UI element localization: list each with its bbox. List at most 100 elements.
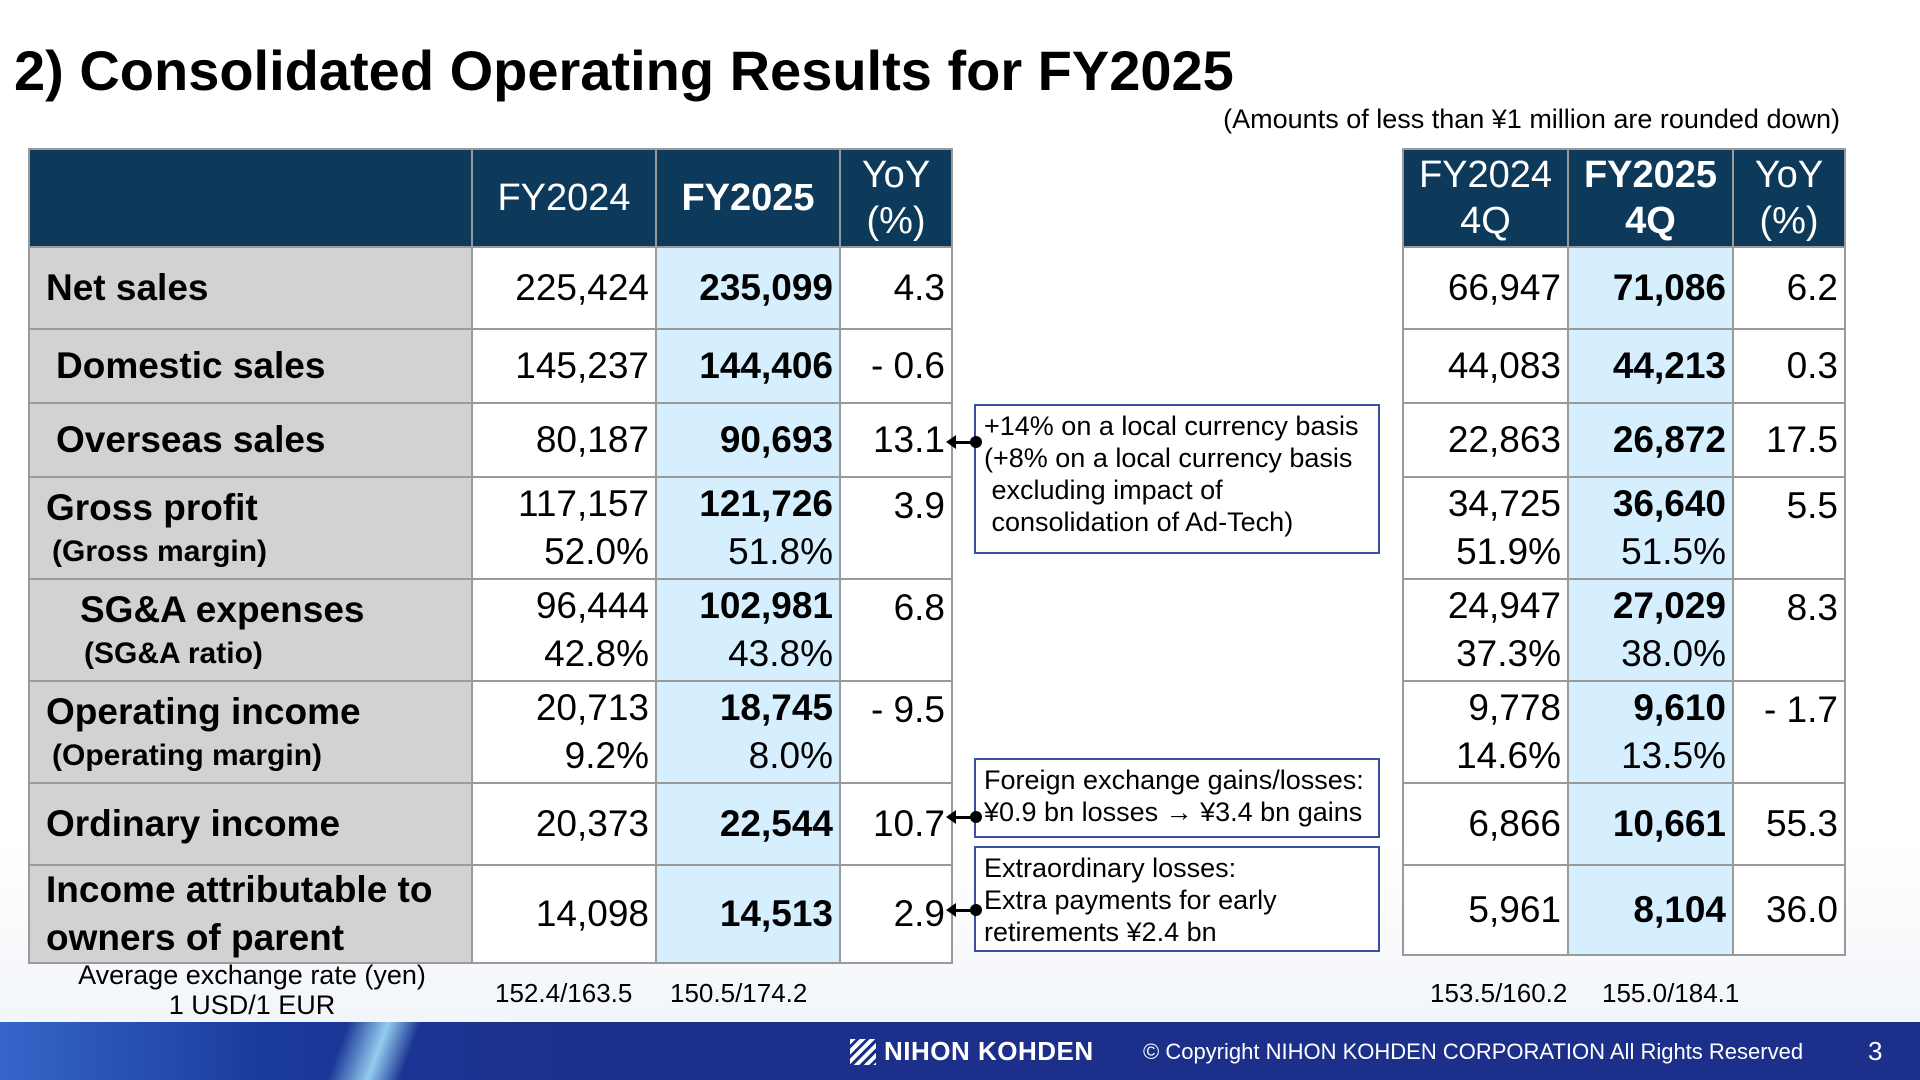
callout-extraordinary-losses: Extraordinary losses: Extra payments for… (974, 846, 1380, 952)
cell-value: 102,981 43.8% (655, 578, 841, 682)
exchange-rate-fy2025-4q: 155.0/184.1 (1602, 978, 1740, 1008)
row-sublabel: (Operating margin) (52, 739, 323, 772)
header-yoy: YoY (%) (839, 148, 953, 248)
cell-value: 36,640 51.5% (1567, 476, 1734, 580)
cell-value: 121,726 51.8% (655, 476, 841, 580)
table-row: 24,947 37.3% 27,029 38.0% 8.3 (1402, 578, 1846, 682)
cell-value: 22,863 (1402, 402, 1569, 478)
row-label-domestic-sales: Domestic sales (28, 328, 473, 404)
callout-overseas-sales: +14% on a local currency basis (+8% on a… (974, 404, 1380, 554)
callout-ordinary-income: Foreign exchange gains/losses: ¥0.9 bn l… (974, 758, 1380, 838)
exchange-rate-fy2024-4q: 153.5/160.2 (1430, 978, 1568, 1008)
cell-value: 225,424 (471, 246, 657, 330)
header-fy2025-4q: FY2025 4Q (1567, 148, 1734, 248)
cell-value: 6,866 (1402, 782, 1569, 866)
table-row: 6,866 10,661 55.3 (1402, 782, 1846, 866)
cell-value: 3.9 (839, 476, 953, 580)
cell-value: 90,693 (655, 402, 841, 478)
cell-value: 2.9 (839, 864, 953, 964)
header-blank (28, 148, 473, 248)
header-fy2024: FY2024 (471, 148, 657, 248)
row-label-income-attributable: Income attributable to owners of parent (28, 864, 473, 964)
cell-value: 96,444 42.8% (471, 578, 657, 682)
cell-value: 14,513 (655, 864, 841, 964)
cell-value: 8.3 (1732, 578, 1846, 682)
table-row: 9,778 14.6% 9,610 13.5% - 1.7 (1402, 680, 1846, 784)
row-label-operating-income: Operating income (Operating margin) (28, 680, 473, 784)
copyright-text: © Copyright NIHON KOHDEN CORPORATION All… (1143, 1039, 1804, 1064)
exchange-rate-fy2025: 150.5/174.2 (670, 978, 808, 1008)
cell-value: 10.7 (839, 782, 953, 866)
footer-light-streak (300, 1022, 440, 1080)
row-label-net-sales: Net sales (28, 246, 473, 330)
cell-value: 24,947 37.3% (1402, 578, 1569, 682)
cell-value: 20,373 (471, 782, 657, 866)
table-header-row: FY2024 FY2025 YoY (%) (28, 148, 953, 248)
cell-value: 22,544 (655, 782, 841, 866)
table-row: 44,083 44,213 0.3 (1402, 328, 1846, 404)
cell-value: 26,872 (1567, 402, 1734, 478)
rounding-note: (Amounts of less than ¥1 million are rou… (1223, 104, 1840, 134)
cell-value: 5.5 (1732, 476, 1846, 580)
footer-bar: NIHON KOHDEN © Copyright NIHON KOHDEN CO… (0, 1022, 1920, 1080)
cell-value: 10,661 (1567, 782, 1734, 866)
cell-value: 66,947 (1402, 246, 1569, 330)
cell-value: - 9.5 (839, 680, 953, 784)
cell-value: 80,187 (471, 402, 657, 478)
cell-value: 13.1 (839, 402, 953, 478)
row-sublabel: (SG&A ratio) (84, 637, 263, 670)
table-row: Gross profit (Gross margin) 117,157 52.0% … (28, 476, 953, 580)
cell-value: - 1.7 (1732, 680, 1846, 784)
cell-value: 145,237 (471, 328, 657, 404)
header-fy2025: FY2025 (655, 148, 841, 248)
row-label-overseas-sales: Overseas sales (28, 402, 473, 478)
cell-value: 5,961 (1402, 864, 1569, 956)
table-row: 66,947 71,086 6.2 (1402, 246, 1846, 330)
cell-value: 71,086 (1567, 246, 1734, 330)
table-row: Operating income (Operating margin) 20,71… (28, 680, 953, 784)
cell-value: 44,083 (1402, 328, 1569, 404)
callout-arrow-overseas (946, 435, 982, 449)
table-row: SG&A expenses (SG&A ratio) 96,444 42.8% 10… (28, 578, 953, 682)
logo-mark-icon (850, 1038, 876, 1065)
row-label-ordinary-income: Ordinary income (28, 782, 473, 866)
cell-value: 4.3 (839, 246, 953, 330)
cell-value: 144,406 (655, 328, 841, 404)
fy-results-table: FY2024 FY2025 YoY (%) Net sales 225,424 2… (28, 148, 953, 964)
cell-value: 36.0 (1732, 864, 1846, 956)
table-row: Domestic sales 145,237 144,406 - 0.6 (28, 328, 953, 404)
table-row: Ordinary income 20,373 22,544 10.7 (28, 782, 953, 866)
table-row: Income attributable to owners of parent 1… (28, 864, 953, 964)
exchange-rate-label: Average exchange rate (yen) 1 USD/1 EUR (78, 960, 426, 1020)
table-row: 34,725 51.9% 36,640 51.5% 5.5 (1402, 476, 1846, 580)
callout-arrow-extraordinary (946, 903, 982, 917)
callout-arrow-ordinary (946, 810, 982, 824)
page-title: 2) Consolidated Operating Results for FY… (14, 39, 1234, 102)
cell-value: 55.3 (1732, 782, 1846, 866)
cell-value: 17.5 (1732, 402, 1846, 478)
table-row: Net sales 225,424 235,099 4.3 (28, 246, 953, 330)
row-sublabel: (Gross margin) (52, 535, 268, 568)
table-row: 22,863 26,872 17.5 (1402, 402, 1846, 478)
company-logo: NIHON KOHDEN (850, 1036, 1094, 1067)
row-label-sga-expenses: SG&A expenses (SG&A ratio) (28, 578, 473, 682)
cell-value: 20,713 9.2% (471, 680, 657, 784)
cell-value: 27,029 38.0% (1567, 578, 1734, 682)
cell-value: 9,778 14.6% (1402, 680, 1569, 784)
row-label-gross-profit: Gross profit (Gross margin) (28, 476, 473, 580)
cell-value: 235,099 (655, 246, 841, 330)
cell-value: 0.3 (1732, 328, 1846, 404)
table-row: Overseas sales 80,187 90,693 13.1 (28, 402, 953, 478)
table-row: 5,961 8,104 36.0 (1402, 864, 1846, 956)
cell-value: 14,098 (471, 864, 657, 964)
cell-value: - 0.6 (839, 328, 953, 404)
cell-value: 6.2 (1732, 246, 1846, 330)
q4-results-table: FY2024 4Q FY2025 4Q YoY (%) 66,947 71,086 6… (1402, 148, 1846, 956)
header-fy2024-4q: FY2024 4Q (1402, 148, 1569, 248)
cell-value: 18,745 8.0% (655, 680, 841, 784)
cell-value: 9,610 13.5% (1567, 680, 1734, 784)
cell-value: 117,157 52.0% (471, 476, 657, 580)
cell-value: 6.8 (839, 578, 953, 682)
exchange-rate-fy2024: 152.4/163.5 (495, 978, 633, 1008)
header-yoy-4q: YoY (%) (1732, 148, 1846, 248)
